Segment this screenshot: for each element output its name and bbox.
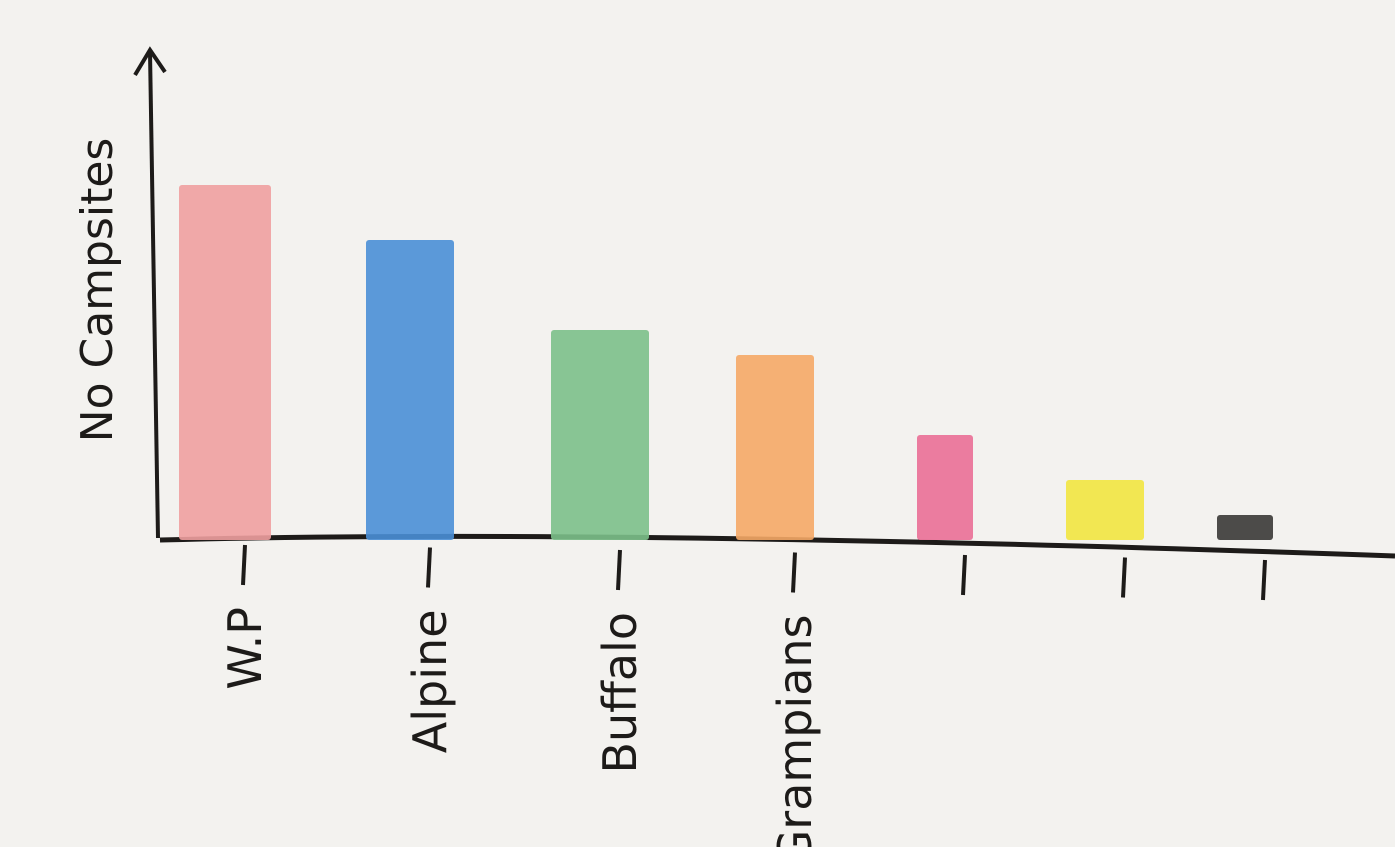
- x-tick: [616, 549, 622, 591]
- x-tick: [426, 547, 432, 588]
- x-tick-label: W.P: [218, 607, 272, 690]
- y-axis: [148, 51, 160, 539]
- bar: [551, 330, 649, 540]
- y-axis-arrow: [133, 46, 167, 77]
- bar: [179, 185, 271, 540]
- y-axis-label: No Campsites: [72, 138, 123, 443]
- x-axis: [159, 533, 1395, 559]
- x-tick: [961, 554, 967, 596]
- bar: [736, 355, 814, 540]
- bar: [917, 435, 973, 540]
- x-tick: [791, 552, 797, 593]
- bar: [366, 240, 454, 540]
- x-tick-label: Buffalo: [593, 612, 647, 774]
- x-tick: [1261, 559, 1267, 601]
- bar: [1066, 480, 1144, 540]
- x-tick-label: Alpine: [403, 610, 457, 754]
- x-tick: [1121, 557, 1127, 598]
- x-tick-label: Grampians: [768, 615, 822, 847]
- bar: [1217, 515, 1273, 540]
- x-tick: [241, 544, 247, 586]
